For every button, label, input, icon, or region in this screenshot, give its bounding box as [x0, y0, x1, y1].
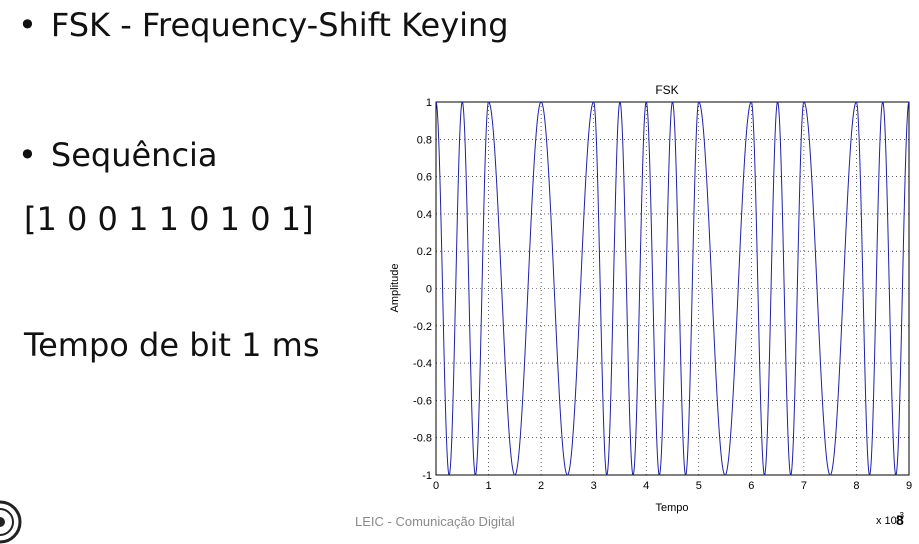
x-tick-label: 6 — [748, 480, 754, 492]
x-tick-label: 3 — [591, 480, 597, 492]
x-exponent-power: -3 — [897, 511, 905, 520]
x-tick-label: 8 — [853, 480, 859, 492]
slide-title: • FSK - Frequency-Shift Keying — [18, 6, 509, 44]
y-tick-label: 0.2 — [417, 246, 432, 258]
slide-number: 8 — [896, 512, 904, 528]
x-tick-label: 0 — [433, 480, 439, 492]
sequence-bullet: • Sequência — [18, 136, 218, 174]
y-tick-label: 1 — [426, 97, 432, 109]
bit-time-text: Tempo de bit 1 ms — [24, 326, 320, 364]
bullet-icon: • — [18, 136, 37, 174]
y-tick-label: 0.8 — [417, 134, 432, 146]
grid-lines — [436, 102, 909, 475]
y-tick-label: -0.4 — [413, 358, 432, 370]
x-tick-label: 9 — [906, 480, 912, 492]
x-tick-label: 2 — [538, 480, 544, 492]
x-exponent-label: x 10-3 — [876, 511, 904, 527]
slide-title-text: FSK - Frequency-Shift Keying — [50, 6, 509, 44]
footer-text: LEIC - Comunicação Digital — [355, 514, 515, 529]
bullet-icon: • — [18, 6, 37, 44]
fsk-signal-line — [435, 101, 910, 476]
x-exponent-base: x 10 — [876, 515, 897, 527]
y-tick-label: -0.8 — [413, 433, 432, 445]
y-tick-label: 0.4 — [417, 209, 432, 221]
y-tick-label: -0.2 — [413, 321, 432, 333]
y-axis-label: Amplitude — [389, 264, 401, 313]
fsk-chart: FSK 0 1 2 3 4 5 6 7 8 9 1 0.8 0.6 0.4 0.2 0 -0.2 -0.4 -0.6… — [389, 83, 912, 527]
x-tick-label: 4 — [643, 480, 649, 492]
y-tick-label: 0.6 — [417, 172, 432, 184]
y-tick-label: 0 — [426, 284, 432, 296]
y-tick-label: -0.6 — [413, 395, 432, 407]
chart-title: FSK — [655, 83, 678, 97]
x-tick-label: 5 — [696, 480, 702, 492]
axis-ticks: 0 1 2 3 4 5 6 7 8 9 1 0.8 0.6 0.4 0.2 0 -0.2 -0.4 -0.6 -0.8… — [413, 97, 912, 492]
x-tick-label: 7 — [801, 480, 807, 492]
y-tick-label: -1 — [422, 470, 432, 482]
sequence-heading: Sequência — [50, 136, 218, 174]
x-tick-label: 1 — [485, 480, 491, 492]
university-seal-icon — [0, 500, 22, 544]
bit-sequence: [1 0 0 1 1 0 1 0 1] — [24, 200, 314, 238]
x-axis-label: Tempo — [655, 502, 688, 514]
